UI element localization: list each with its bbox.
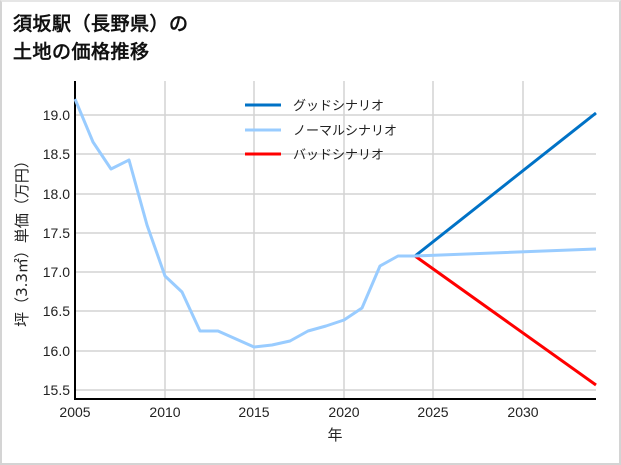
series-normal-scenario [73, 98, 597, 349]
legend-item-bad: バッドシナリオ [245, 148, 384, 163]
legend-item-good: グッドシナリオ [245, 99, 384, 114]
y-axis-label: 坪（3.3㎡）単価（万円） [13, 153, 31, 327]
y-tick: 18.5 [43, 146, 70, 162]
x-tick: 2025 [417, 404, 448, 420]
x-tick: 2030 [507, 404, 538, 420]
x-tick: 2015 [238, 404, 269, 420]
chart-title-line-1: 須坂駅（長野県）の [13, 13, 189, 35]
legend-item-normal: ノーマルシナリオ [245, 124, 397, 139]
y-tick: 16.5 [43, 303, 70, 319]
chart-title: 須坂駅（長野県）の 土地の価格推移 [13, 10, 189, 66]
x-tick-labels: 2005 2010 2015 2020 2025 2030 [59, 404, 538, 420]
series-good-scenario [414, 111, 597, 258]
legend: グッドシナリオ ノーマルシナリオ バッドシナリオ [245, 99, 397, 163]
y-tick: 18.0 [43, 186, 70, 202]
x-tick: 2010 [149, 404, 180, 420]
legend-label-good: グッドシナリオ [293, 99, 384, 114]
y-tick: 15.5 [43, 382, 70, 398]
legend-label-bad: バッドシナリオ [293, 148, 384, 163]
y-tick: 19.0 [43, 107, 70, 123]
x-tick: 2005 [59, 404, 90, 420]
chart-title-line-2: 土地の価格推移 [13, 41, 150, 63]
y-tick-labels: 19.0 18.5 18.0 17.5 17.0 16.5 16.0 15.5 [43, 107, 70, 398]
y-tick: 17.0 [43, 264, 70, 280]
series-bad-scenario [414, 254, 597, 387]
y-tick: 16.0 [43, 343, 70, 359]
y-tick: 17.5 [43, 225, 70, 241]
x-tick: 2020 [328, 404, 359, 420]
legend-label-normal: ノーマルシナリオ [293, 124, 397, 139]
x-axis-label: 年 [327, 426, 342, 444]
